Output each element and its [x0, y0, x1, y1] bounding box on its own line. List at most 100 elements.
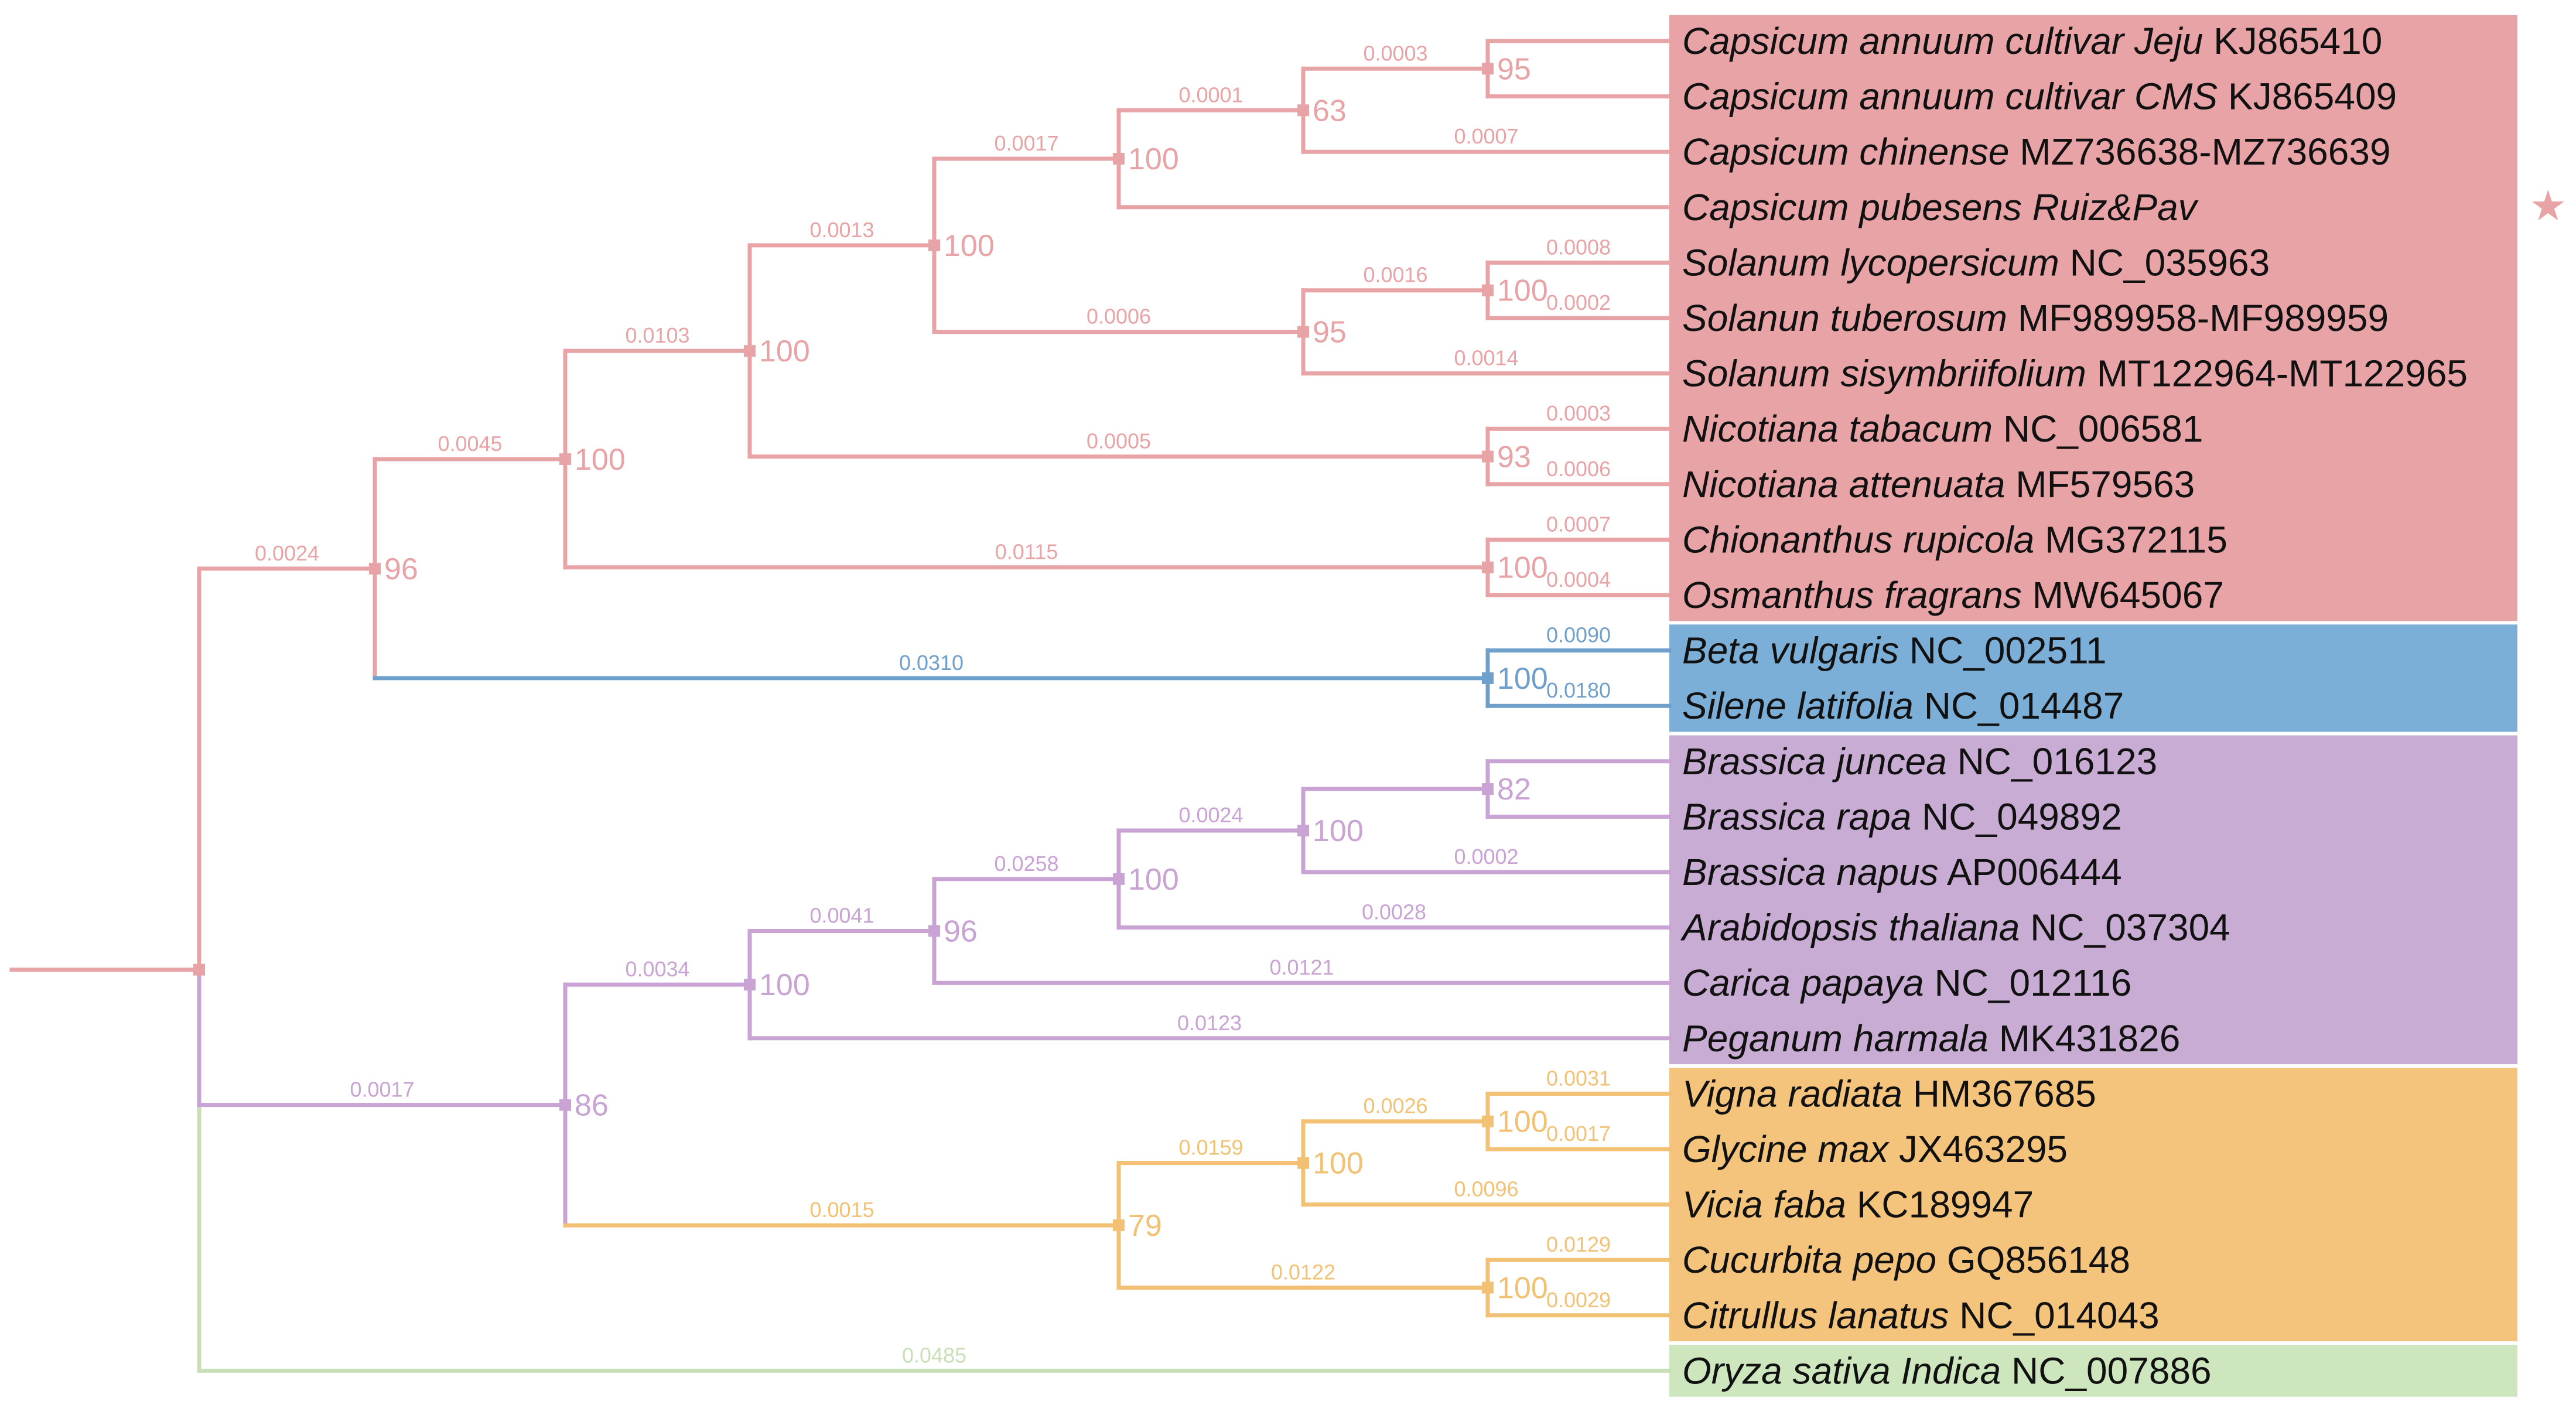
tip-species-name: Capsicum annuum cultivar Jeju [1682, 20, 2203, 62]
tip-species-name: Chionanthus rupicola [1682, 518, 2034, 561]
branch-length-label: 0.0007 [1454, 124, 1518, 148]
clade-band-brassicales [1669, 735, 2517, 1065]
node-marker [1113, 1219, 1125, 1232]
branch-length-label: 0.0096 [1454, 1177, 1518, 1201]
bootstrap-label: 63 [1313, 94, 1347, 128]
tip-accession: MG372115 [2034, 518, 2227, 561]
node-marker [744, 345, 756, 357]
tip-species-name: Solanum lycopersicum [1682, 241, 2059, 283]
tip-accession: NC_006581 [1993, 408, 2203, 450]
tip-label: Brassica napus AP006444 [1682, 851, 2122, 893]
bootstrap-label: 100 [944, 229, 995, 263]
tip-label: Citrullus lanatus NC_014043 [1682, 1294, 2160, 1337]
branch-length-label: 0.0017 [1546, 1122, 1611, 1146]
tip-accession: NC_037304 [2020, 907, 2230, 949]
branch-length-label: 0.0005 [1087, 429, 1151, 453]
tip-accession: NC_014043 [1949, 1294, 2159, 1337]
tip-label: Capsicum pubesens Ruiz&Pav [1682, 186, 2199, 228]
bootstrap-label: 100 [1497, 1105, 1548, 1139]
branch-length-label: 0.0014 [1454, 346, 1518, 370]
tip-species-name: Nicotiana tabacum [1682, 408, 1993, 450]
tip-label: Nicotiana attenuata MF579563 [1682, 463, 2195, 505]
node-marker [744, 979, 756, 991]
tip-species-name: Glycine max [1682, 1128, 1890, 1170]
branch-length-label: 0.0159 [1178, 1136, 1243, 1160]
node-marker [1482, 1115, 1494, 1127]
bootstrap-label: 100 [1128, 142, 1179, 176]
node-marker [559, 1099, 571, 1111]
branch-length-label: 0.0029 [1546, 1288, 1611, 1312]
bootstrap-label: 100 [1313, 1147, 1364, 1181]
node-marker [1297, 825, 1309, 837]
node-marker [1113, 873, 1125, 885]
tip-label: Capsicum chinense MZ736638-MZ736639 [1682, 131, 2391, 173]
clade-band-caryophyllales [1669, 624, 2517, 732]
bootstrap-label: 95 [1497, 52, 1531, 86]
branch-length-label: 0.0129 [1546, 1232, 1611, 1256]
branch-length-label: 0.0015 [809, 1198, 874, 1222]
branch-length-label: 0.0045 [438, 432, 502, 456]
node-marker [1297, 326, 1309, 338]
tip-species-name: Vicia faba [1682, 1184, 1846, 1226]
bootstrap-label: 100 [1497, 274, 1548, 308]
tip-label: Nicotiana tabacum NC_006581 [1682, 408, 2203, 450]
branch-length-label: 0.0034 [625, 957, 689, 981]
tip-accession: AP006444 [1939, 851, 2122, 893]
node-marker [1113, 153, 1125, 165]
branch-length-label: 0.0123 [1177, 1011, 1242, 1035]
tip-label: Solanum sisymbriifolium MT122964-MT12296… [1682, 353, 2468, 395]
tip-species-name: Brassica juncea [1682, 740, 1947, 782]
tree-branches [9, 39, 1672, 1373]
node-marker [928, 239, 940, 251]
tip-label: Solanum lycopersicum NC_035963 [1682, 241, 2270, 283]
branch-length-label: 0.0090 [1546, 623, 1611, 647]
tip-label: Solanun tuberosum MF989958-MF989959 [1682, 297, 2389, 339]
tip-label: Glycine max JX463295 [1682, 1128, 2068, 1170]
tip-accession: NC_016123 [1947, 740, 2157, 782]
branch-length-label: 0.0485 [902, 1343, 966, 1367]
branch-length-label: 0.0008 [1546, 235, 1611, 259]
tip-accession: JX463295 [1888, 1128, 2068, 1170]
branch-length-label: 0.0115 [995, 540, 1058, 564]
bootstrap-label: 100 [575, 443, 626, 477]
tip-accession: KJ865409 [2218, 76, 2397, 118]
branch-length-label: 0.0024 [255, 541, 319, 565]
bootstrap-label: 93 [1497, 440, 1531, 474]
tip-species-name: Capsicum pubesens Ruiz&Pav [1682, 186, 2199, 228]
tip-label: Vicia faba KC189947 [1682, 1184, 2034, 1226]
tip-species-name: Cucurbita pepo [1682, 1239, 1936, 1281]
branch-length-label: 0.0013 [809, 218, 874, 242]
branch-length-label: 0.0003 [1546, 401, 1611, 425]
tip-accession: MF989958-MF989959 [2007, 297, 2389, 339]
tip-label: Arabidopsis thaliana NC_037304 [1680, 907, 2230, 949]
bootstrap-label: 86 [575, 1089, 609, 1123]
tip-label: Beta vulgaris NC_002511 [1682, 630, 2107, 672]
clade-band-fabales_cucurbitales [1669, 1068, 2517, 1342]
tip-accession: NC_002511 [1899, 630, 2107, 672]
branch-length-label: 0.0007 [1546, 512, 1611, 536]
bootstrap-label: 100 [1497, 1272, 1548, 1306]
node-marker [1482, 672, 1494, 684]
node-marker [1482, 450, 1494, 463]
branch-length-label: 0.0002 [1454, 845, 1518, 869]
tip-label: Capsicum annuum cultivar CMS KJ865409 [1682, 76, 2397, 118]
bootstrap-label: 100 [759, 968, 810, 1002]
tip-species-name: Oryza sativa Indica [1682, 1349, 2001, 1392]
tip-accession: MT122964-MT122965 [2086, 353, 2468, 395]
tip-label: Peganum harmala MK431826 [1682, 1017, 2180, 1060]
branch-length-label: 0.0016 [1363, 263, 1427, 287]
bootstrap-label: 100 [759, 334, 810, 368]
tip-label: Cucurbita pepo GQ856148 [1682, 1239, 2130, 1281]
branch-length-label: 0.0258 [994, 852, 1058, 876]
node-marker [559, 453, 571, 465]
node-marker [928, 925, 940, 937]
tip-accession: NC_049892 [1911, 795, 2121, 838]
branch-length-label: 0.0041 [809, 904, 874, 928]
tip-species-name: Solanun tuberosum [1682, 297, 2007, 339]
node-marker [1482, 561, 1494, 573]
bootstrap-label: 100 [1497, 551, 1548, 585]
branch-length-label: 0.0031 [1546, 1066, 1611, 1090]
tip-accession: MW645067 [2022, 574, 2224, 616]
tip-accession: MF579563 [2006, 463, 2195, 505]
branch-length-label: 0.0001 [1178, 83, 1243, 107]
